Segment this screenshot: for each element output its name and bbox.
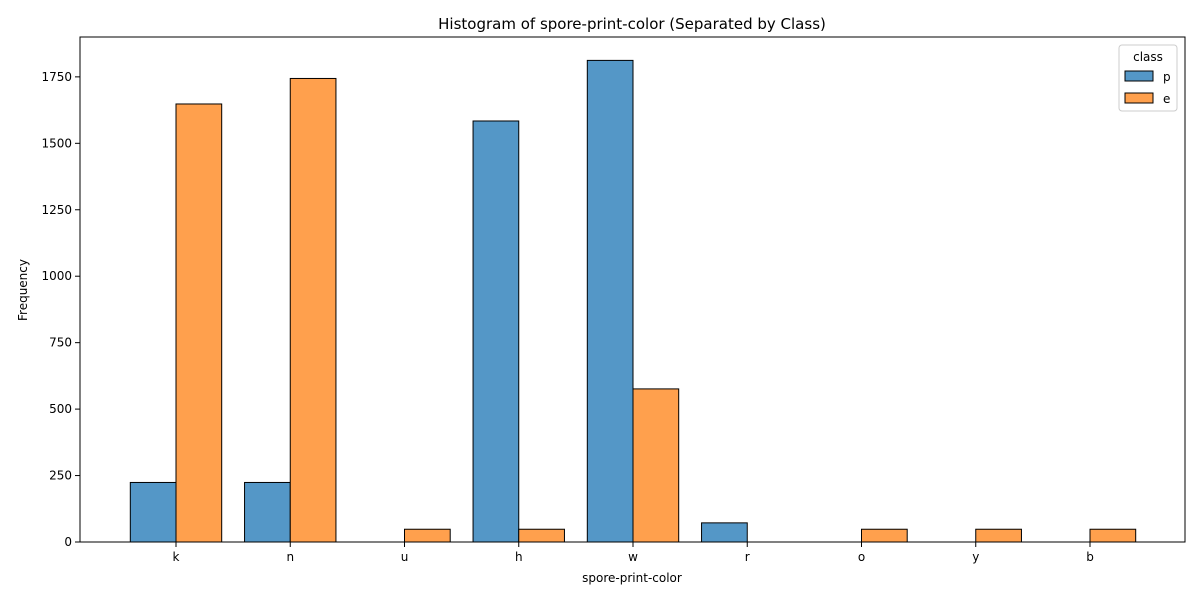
legend: class p e	[1118, 44, 1178, 112]
x-tick-label: w	[628, 550, 638, 564]
bar-p-k	[129, 481, 177, 543]
legend-label-p: p	[1163, 70, 1171, 84]
bar-e-b	[1089, 528, 1137, 543]
x-tick-label: r	[745, 550, 750, 564]
y-axis-label: Frequency	[16, 259, 30, 321]
x-tick-label: k	[173, 550, 180, 564]
x-axis-label: spore-print-color	[582, 571, 682, 585]
bar-e-n	[289, 77, 337, 543]
bar-p-w	[586, 59, 634, 543]
legend-swatch-p	[1124, 70, 1154, 82]
x-tick-label: u	[401, 550, 409, 564]
bars-layer	[129, 59, 1137, 543]
bar-p-n	[244, 481, 291, 543]
y-tick-label: 0	[64, 535, 72, 549]
y-tick-label: 1500	[41, 136, 72, 150]
x-tick-label: h	[515, 550, 523, 564]
legend-label-e: e	[1163, 92, 1170, 106]
x-tick-label: n	[286, 550, 294, 564]
y-tick-label: 750	[49, 336, 72, 350]
x-tick-label: b	[1086, 550, 1094, 564]
bar-p-r	[701, 522, 748, 543]
y-tick-label: 1000	[41, 269, 72, 283]
bar-e-o	[861, 528, 908, 543]
y-tick-label: 1250	[41, 203, 72, 217]
legend-swatch-e	[1124, 92, 1154, 104]
y-tick-label: 500	[49, 402, 72, 416]
x-tick-label: o	[858, 550, 865, 564]
legend-title: class	[1133, 50, 1163, 64]
bar-e-y	[975, 528, 1022, 543]
x-tick-label: y	[972, 550, 979, 564]
chart-title: Histogram of spore-print-color (Separate…	[438, 15, 826, 33]
y-tick-label: 1750	[41, 70, 72, 84]
y-tick-label: 250	[49, 469, 72, 483]
bar-p-h	[472, 120, 520, 543]
y-axis: 0 250 500 750 1000 1250 1500 1750	[41, 70, 80, 549]
bar-e-h	[518, 528, 565, 543]
bar-e-u	[404, 528, 451, 543]
bar-e-w	[632, 388, 680, 543]
bar-e-k	[175, 103, 223, 543]
